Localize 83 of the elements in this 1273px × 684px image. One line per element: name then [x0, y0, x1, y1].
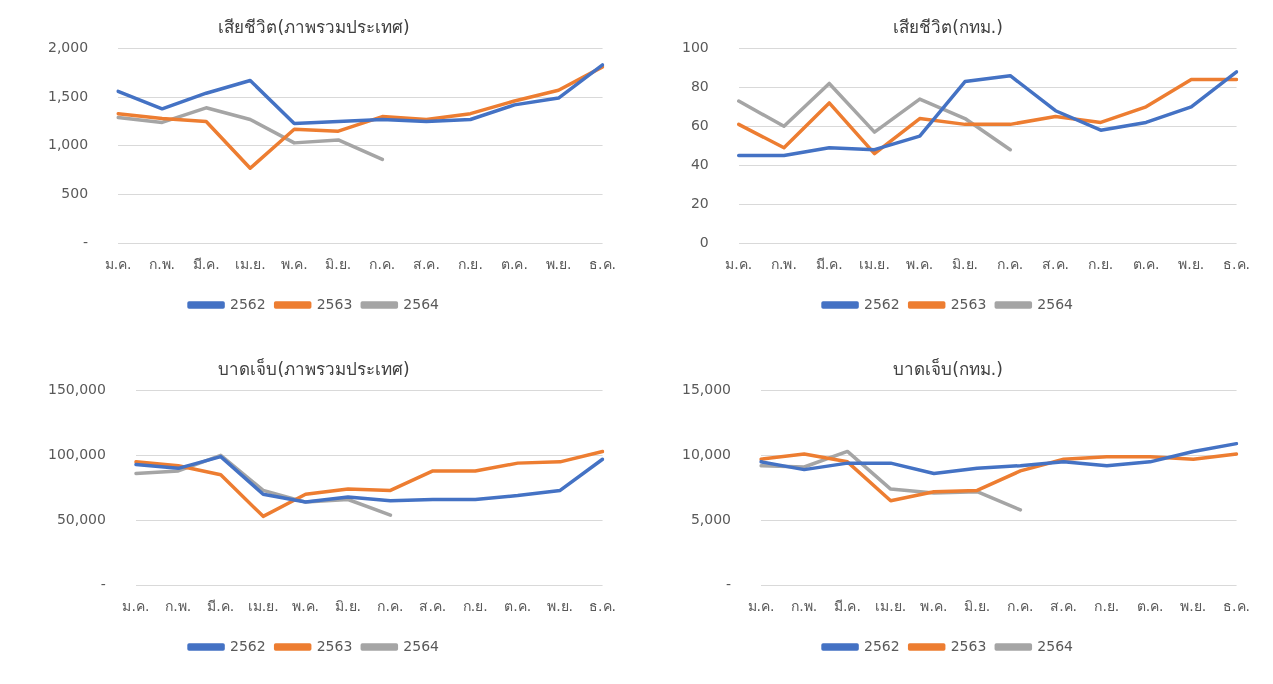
- legend-label: 2564: [1037, 295, 1074, 312]
- x-tick-label: ก.ย.: [462, 598, 488, 615]
- y-tick-label: 15,000: [681, 381, 731, 398]
- x-tick-label: ส.ค.: [1042, 256, 1069, 273]
- x-tick-label: ม.ค.: [122, 598, 150, 615]
- legend-label: 2564: [403, 637, 440, 654]
- y-tick-label: 40: [690, 155, 709, 172]
- y-tick-label: 80: [690, 78, 709, 94]
- y-tick-label: 5,000: [690, 510, 731, 527]
- x-tick-label: ส.ค.: [412, 256, 440, 273]
- x-tick-label: ต.ค.: [1136, 598, 1164, 615]
- x-tick-label: ธ.ค.: [589, 256, 616, 273]
- y-tick-label: 20: [690, 194, 709, 211]
- x-tick-label: เม.ย.: [234, 256, 266, 273]
- y-tick-label: 0: [699, 233, 709, 250]
- legend-label: 2563: [950, 637, 987, 654]
- x-tick-label: ก.พ.: [165, 598, 192, 615]
- x-tick-label: ม.ค.: [104, 256, 132, 273]
- y-tick-label: 1,000: [47, 136, 89, 153]
- x-tick-label: พ.ย.: [1180, 598, 1207, 615]
- x-tick-label: ธ.ค.: [1223, 256, 1250, 273]
- legend-label: 2562: [230, 295, 266, 312]
- x-tick-label: ก.พ.: [149, 256, 176, 273]
- chart-title: บาดเจ็บ(ภาพรวมประเทศ): [218, 357, 410, 379]
- y-tick-label: 150,000: [47, 381, 106, 398]
- x-tick-label: มิ.ย.: [952, 256, 978, 273]
- x-tick-label: ธ.ค.: [1223, 598, 1250, 615]
- y-tick-label: 60: [690, 116, 709, 133]
- y-tick-label: 100,000: [47, 445, 106, 462]
- x-tick-label: พ.ค.: [906, 256, 934, 273]
- y-tick-label: 10,000: [681, 445, 731, 462]
- x-tick-label: ก.ค.: [997, 256, 1024, 273]
- x-tick-label: มี.ค.: [207, 598, 235, 615]
- x-tick-label: มี.ค.: [192, 256, 220, 273]
- y-tick-label: 50,000: [56, 510, 106, 527]
- x-tick-label: ม.ค.: [747, 598, 775, 615]
- y-tick-label: -: [83, 233, 89, 250]
- x-tick-label: ก.ค.: [1007, 598, 1034, 615]
- x-tick-label: มิ.ย.: [335, 598, 361, 615]
- x-tick-label: พ.ย.: [1178, 256, 1205, 273]
- chart-title: เสียชีวิต(กทม.): [893, 16, 1003, 37]
- x-tick-label: พ.ย.: [547, 598, 574, 615]
- x-tick-label: ต.ค.: [504, 598, 532, 615]
- chart-title: บาดเจ็บ(กทม.): [893, 357, 1003, 379]
- x-tick-label: ม.ค.: [725, 256, 753, 273]
- y-tick-label: 500: [61, 185, 89, 202]
- legend-label: 2563: [316, 637, 353, 654]
- chart-title: เสียชีวิต(ภาพรวมประเทศ): [218, 16, 410, 37]
- x-tick-label: ก.พ.: [791, 598, 818, 615]
- x-tick-label: เม.ย.: [247, 598, 279, 615]
- x-tick-label: มี.ค.: [815, 256, 843, 273]
- legend-label: 2563: [316, 295, 353, 312]
- x-tick-label: ต.ค.: [1132, 256, 1160, 273]
- x-tick-label: พ.ค.: [920, 598, 948, 615]
- x-tick-label: มิ.ย.: [325, 256, 352, 273]
- y-tick-label: 1,500: [47, 87, 89, 104]
- y-tick-label: 2,000: [47, 39, 89, 56]
- x-tick-label: พ.ค.: [280, 256, 308, 273]
- legend-label: 2563: [950, 295, 987, 312]
- x-tick-label: ก.ค.: [369, 256, 396, 273]
- legend-label: 2562: [230, 637, 266, 654]
- x-tick-label: ส.ค.: [1050, 598, 1078, 615]
- x-tick-label: ส.ค.: [419, 598, 447, 615]
- legend-label: 2562: [864, 295, 900, 312]
- x-tick-label: พ.ค.: [292, 598, 320, 615]
- x-tick-label: ธ.ค.: [589, 598, 616, 615]
- x-tick-label: ต.ค.: [501, 256, 528, 273]
- legend-label: 2564: [1037, 637, 1074, 654]
- legend-label: 2564: [403, 295, 440, 312]
- x-tick-label: ก.ย.: [1088, 256, 1114, 273]
- y-tick-label: 100: [681, 39, 709, 56]
- x-tick-label: พ.ย.: [545, 256, 572, 273]
- y-tick-label: -: [100, 575, 106, 592]
- x-tick-label: มิ.ย.: [964, 598, 991, 615]
- x-tick-label: เม.ย.: [859, 256, 890, 273]
- x-tick-label: ก.ย.: [457, 256, 483, 273]
- x-tick-label: ก.ย.: [1094, 598, 1120, 615]
- x-tick-label: มี.ค.: [834, 598, 861, 615]
- y-tick-label: -: [725, 575, 731, 592]
- x-tick-label: ก.ค.: [377, 598, 404, 615]
- x-tick-label: ก.พ.: [771, 256, 797, 273]
- legend-label: 2562: [864, 637, 900, 654]
- x-tick-label: เม.ย.: [875, 598, 907, 615]
